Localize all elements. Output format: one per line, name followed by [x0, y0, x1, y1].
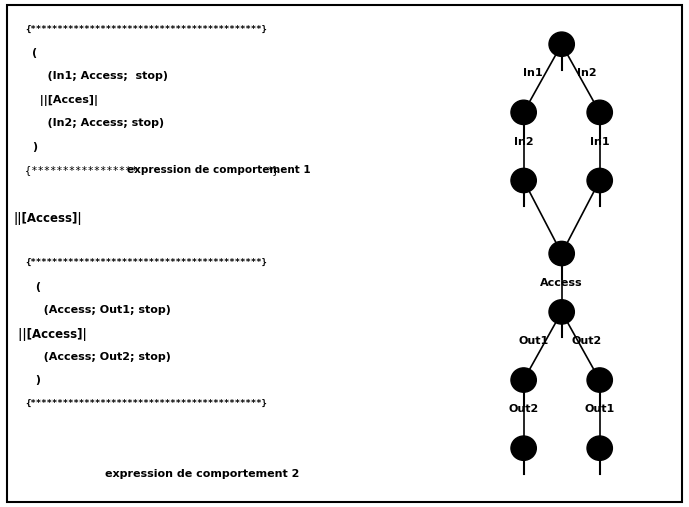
Text: (Access; Out2; stop): (Access; Out2; stop) — [32, 352, 171, 362]
Ellipse shape — [587, 100, 613, 125]
Ellipse shape — [587, 168, 613, 193]
Text: ||[Access]|: ||[Access]| — [14, 211, 83, 225]
Text: Out1: Out1 — [518, 336, 548, 346]
Text: In2: In2 — [577, 68, 597, 79]
Text: *}: *} — [266, 165, 278, 175]
Text: In1: In1 — [590, 137, 610, 147]
Text: (: ( — [32, 48, 37, 58]
Text: (In2; Access; stop): (In2; Access; stop) — [32, 118, 164, 128]
Text: {*******************************************}: {***************************************… — [25, 399, 267, 408]
Ellipse shape — [511, 436, 536, 460]
Text: Out2: Out2 — [508, 405, 539, 414]
Text: Out2: Out2 — [572, 336, 602, 346]
Ellipse shape — [511, 368, 536, 392]
Text: Out1: Out1 — [584, 405, 615, 414]
Text: In1: In1 — [524, 68, 543, 79]
Ellipse shape — [587, 436, 613, 460]
Text: {*******************************************}: {***************************************… — [25, 259, 267, 267]
Text: expression de comportement 2: expression de comportement 2 — [105, 468, 300, 479]
Text: (: ( — [32, 282, 41, 292]
Text: (In1; Access;  stop): (In1; Access; stop) — [32, 71, 168, 82]
Ellipse shape — [549, 241, 575, 266]
Ellipse shape — [587, 368, 613, 392]
Text: Access: Access — [540, 278, 583, 288]
Text: ): ) — [32, 375, 41, 385]
Ellipse shape — [511, 100, 536, 125]
Text: (Access; Out1; stop): (Access; Out1; stop) — [32, 305, 171, 315]
Text: ||[Access]|: ||[Access]| — [14, 329, 87, 341]
Ellipse shape — [549, 300, 575, 324]
Text: ||[Acces]|: ||[Acces]| — [32, 95, 98, 106]
Text: {*****************: {***************** — [25, 165, 150, 175]
Ellipse shape — [549, 32, 575, 56]
Text: ): ) — [32, 141, 37, 152]
Ellipse shape — [511, 168, 536, 193]
Text: In2: In2 — [514, 137, 533, 147]
Text: {*******************************************}: {***************************************… — [25, 25, 267, 34]
Text: expression de comportement 1: expression de comportement 1 — [127, 165, 314, 175]
